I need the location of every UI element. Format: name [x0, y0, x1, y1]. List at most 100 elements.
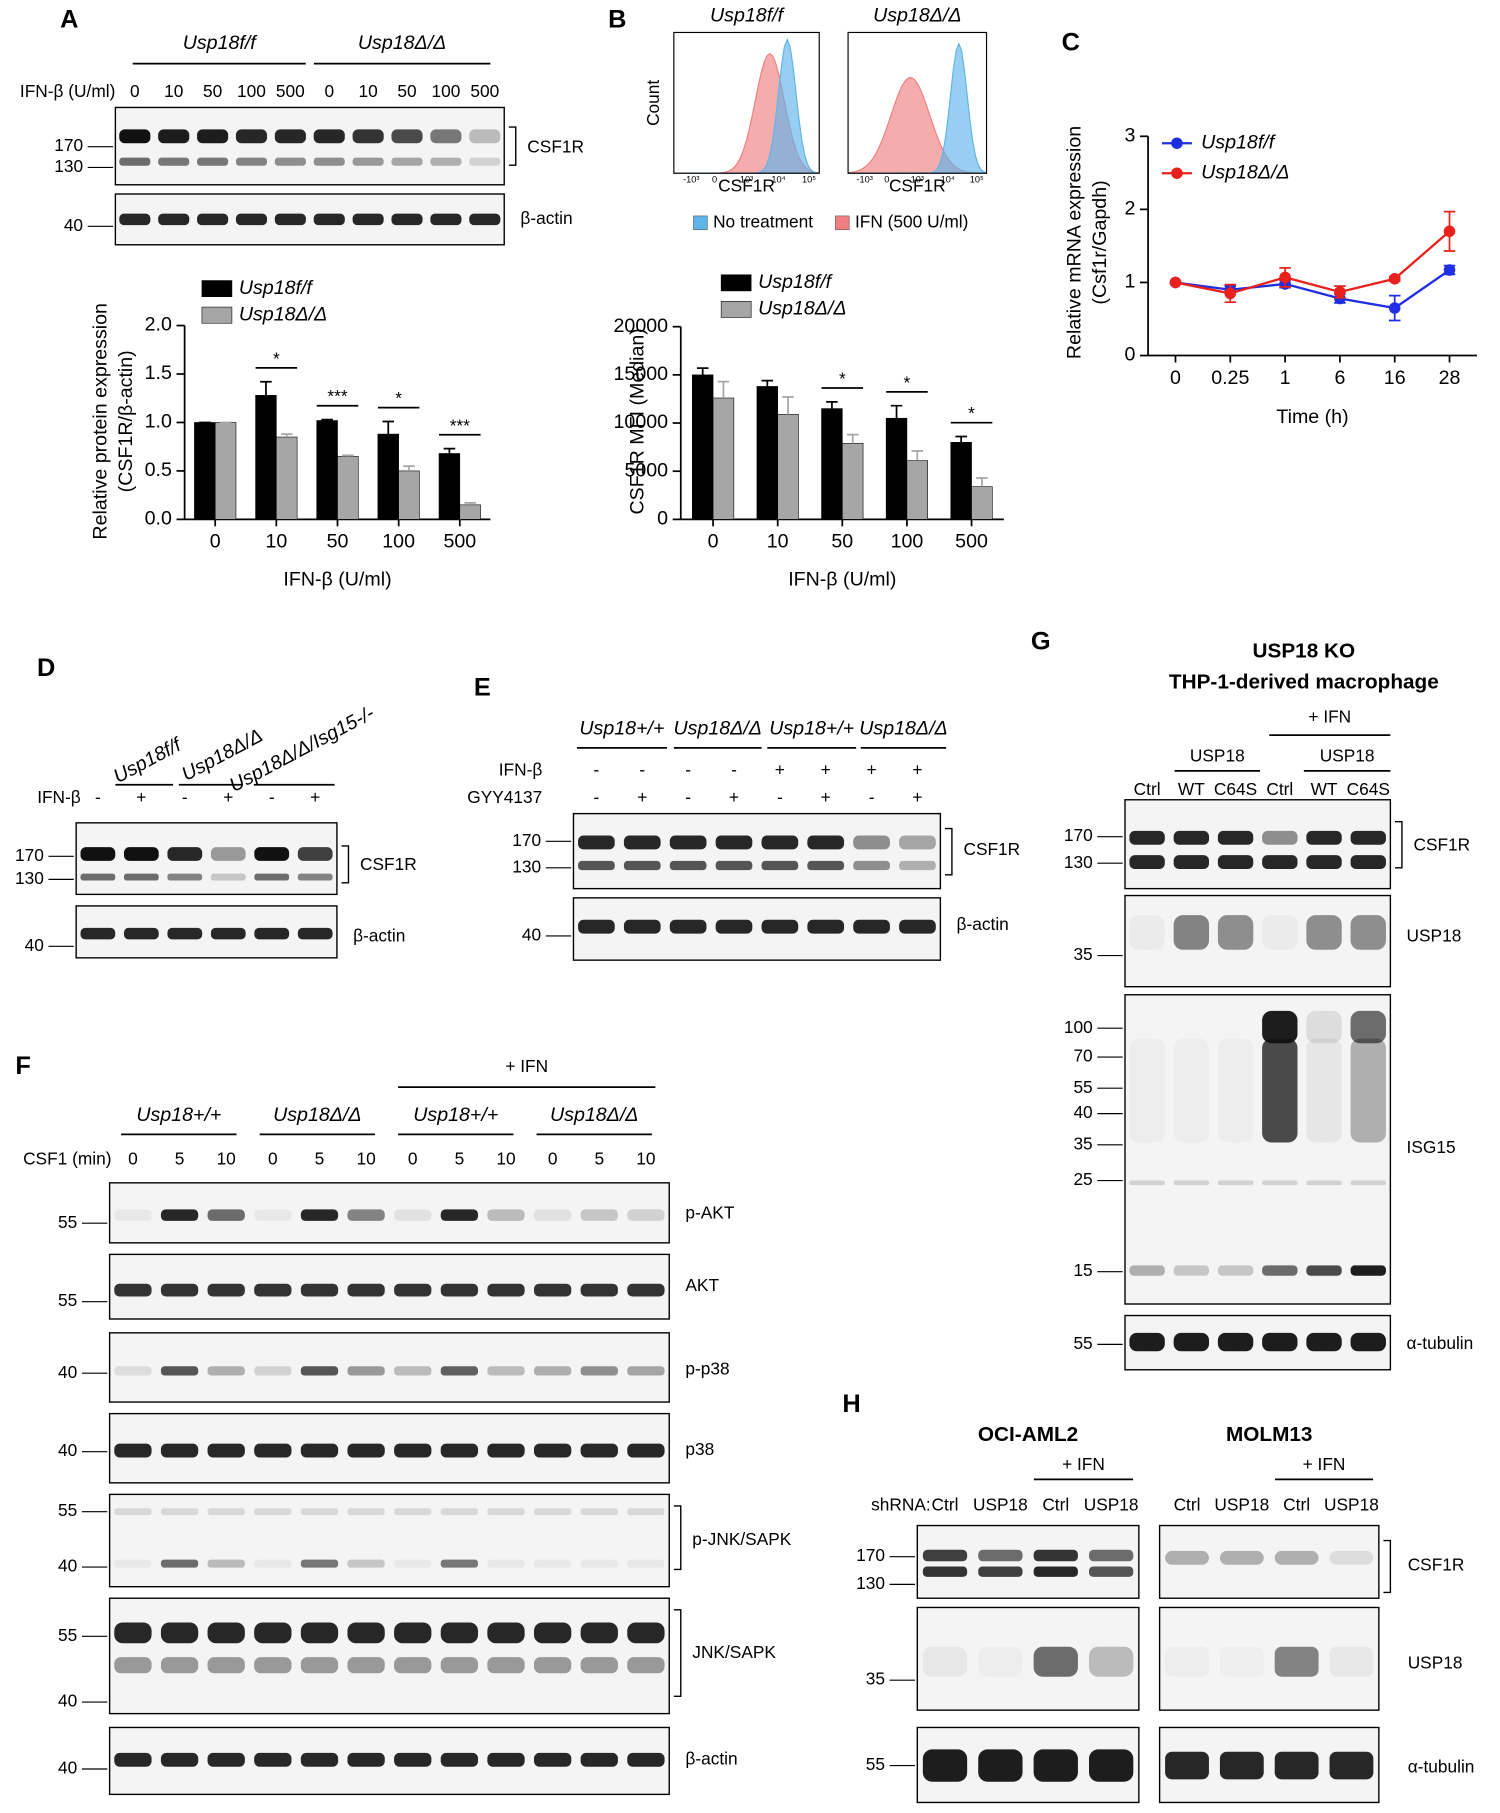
- band: [487, 1508, 525, 1516]
- panel-title: OCI-AML2: [978, 1423, 1078, 1446]
- marker-label: 55: [1073, 1077, 1092, 1097]
- band: [1173, 830, 1210, 845]
- error-bar: [321, 418, 333, 421]
- band: [1220, 1647, 1264, 1677]
- x-tick-label: 500: [443, 531, 476, 553]
- bar: [756, 386, 778, 520]
- bar: [337, 456, 359, 520]
- blot-label: β-actin: [957, 914, 1009, 934]
- band: [430, 129, 462, 144]
- band: [469, 129, 501, 144]
- band: [440, 1508, 479, 1516]
- x-tick-label: 0: [708, 531, 719, 553]
- marker-label: 100: [1064, 1017, 1093, 1037]
- bar: [276, 436, 298, 520]
- lane-label: 0: [548, 1148, 558, 1168]
- row-label: IFN-β: [499, 759, 543, 779]
- group-label: USP18: [1190, 746, 1245, 766]
- band: [627, 1559, 665, 1568]
- x-tick-label: 500: [955, 531, 988, 553]
- lane-label: 0: [130, 81, 140, 101]
- band: [254, 1209, 292, 1221]
- band: [1306, 1010, 1342, 1044]
- blot: [75, 822, 338, 896]
- histogram-title: Usp18Δ/Δ: [873, 4, 961, 26]
- band: [160, 1283, 199, 1297]
- band: [627, 1508, 665, 1516]
- band: [394, 1752, 432, 1767]
- lane-label: 10: [217, 1148, 236, 1168]
- significance-label: *: [273, 348, 280, 368]
- point: [1279, 271, 1291, 284]
- band: [1089, 1646, 1134, 1677]
- x-tick-label: 100: [891, 531, 924, 553]
- panel-letter: D: [37, 654, 55, 682]
- band: [1129, 915, 1165, 950]
- band: [715, 860, 753, 871]
- blot: [75, 905, 338, 959]
- error-bar: [761, 379, 774, 387]
- lane-label: 10: [496, 1148, 515, 1168]
- band: [1350, 1038, 1386, 1143]
- legend-swatch: [201, 280, 233, 297]
- blot: [108, 1412, 670, 1484]
- marker-label: 40: [58, 1758, 77, 1778]
- significance-label: *: [839, 368, 846, 388]
- band: [160, 1508, 199, 1516]
- bracket: [1394, 820, 1403, 869]
- y-tick-label: 0.0: [145, 508, 172, 530]
- band: [1173, 915, 1210, 950]
- panel-title: THP-1-derived macrophage: [1169, 671, 1439, 694]
- blot-label: USP18: [1407, 926, 1462, 946]
- band: [1350, 1010, 1386, 1044]
- band: [1033, 1749, 1078, 1782]
- band: [440, 1559, 479, 1568]
- lane-label: USP18: [1084, 1494, 1139, 1514]
- band: [197, 157, 229, 166]
- band: [580, 1559, 618, 1568]
- x-tick-label: 50: [327, 531, 349, 553]
- band: [394, 1283, 432, 1297]
- bar: [885, 417, 908, 520]
- band: [300, 1443, 339, 1458]
- band: [352, 213, 384, 226]
- band: [1262, 830, 1298, 845]
- band: [254, 1657, 292, 1674]
- bar: [821, 408, 843, 520]
- band: [207, 1366, 245, 1376]
- band: [1350, 830, 1386, 845]
- band: [210, 847, 246, 861]
- band: [235, 157, 268, 166]
- band: [394, 1508, 432, 1516]
- lane-label: -: [869, 787, 875, 807]
- band: [347, 1657, 385, 1674]
- band: [114, 1209, 152, 1221]
- lane-label: +: [729, 787, 739, 807]
- lane-label: +: [912, 759, 922, 779]
- band: [207, 1508, 245, 1516]
- legend-swatch: [720, 274, 752, 292]
- band: [487, 1443, 525, 1458]
- band: [469, 213, 501, 226]
- error-bar: [403, 465, 415, 471]
- error-bar: [846, 433, 859, 444]
- lane-label: 0: [324, 81, 334, 101]
- lane-label: Ctrl: [1283, 1494, 1310, 1514]
- band: [254, 1366, 292, 1376]
- blot-label: CSF1R: [1413, 834, 1470, 854]
- bar: [438, 453, 461, 520]
- marker-label: 55: [58, 1212, 77, 1232]
- band: [1173, 855, 1210, 869]
- x-tick-label: 28: [1439, 367, 1461, 389]
- band: [114, 1366, 152, 1376]
- error-bar: [443, 447, 456, 454]
- band: [300, 1622, 339, 1644]
- group-label: Usp18+/+: [769, 718, 854, 740]
- y-axis-label: (Csf1r/Gapdh): [1089, 180, 1111, 304]
- band: [1306, 1180, 1342, 1186]
- band: [761, 835, 799, 850]
- band: [978, 1549, 1023, 1562]
- blot: [1124, 799, 1392, 890]
- band: [807, 919, 845, 934]
